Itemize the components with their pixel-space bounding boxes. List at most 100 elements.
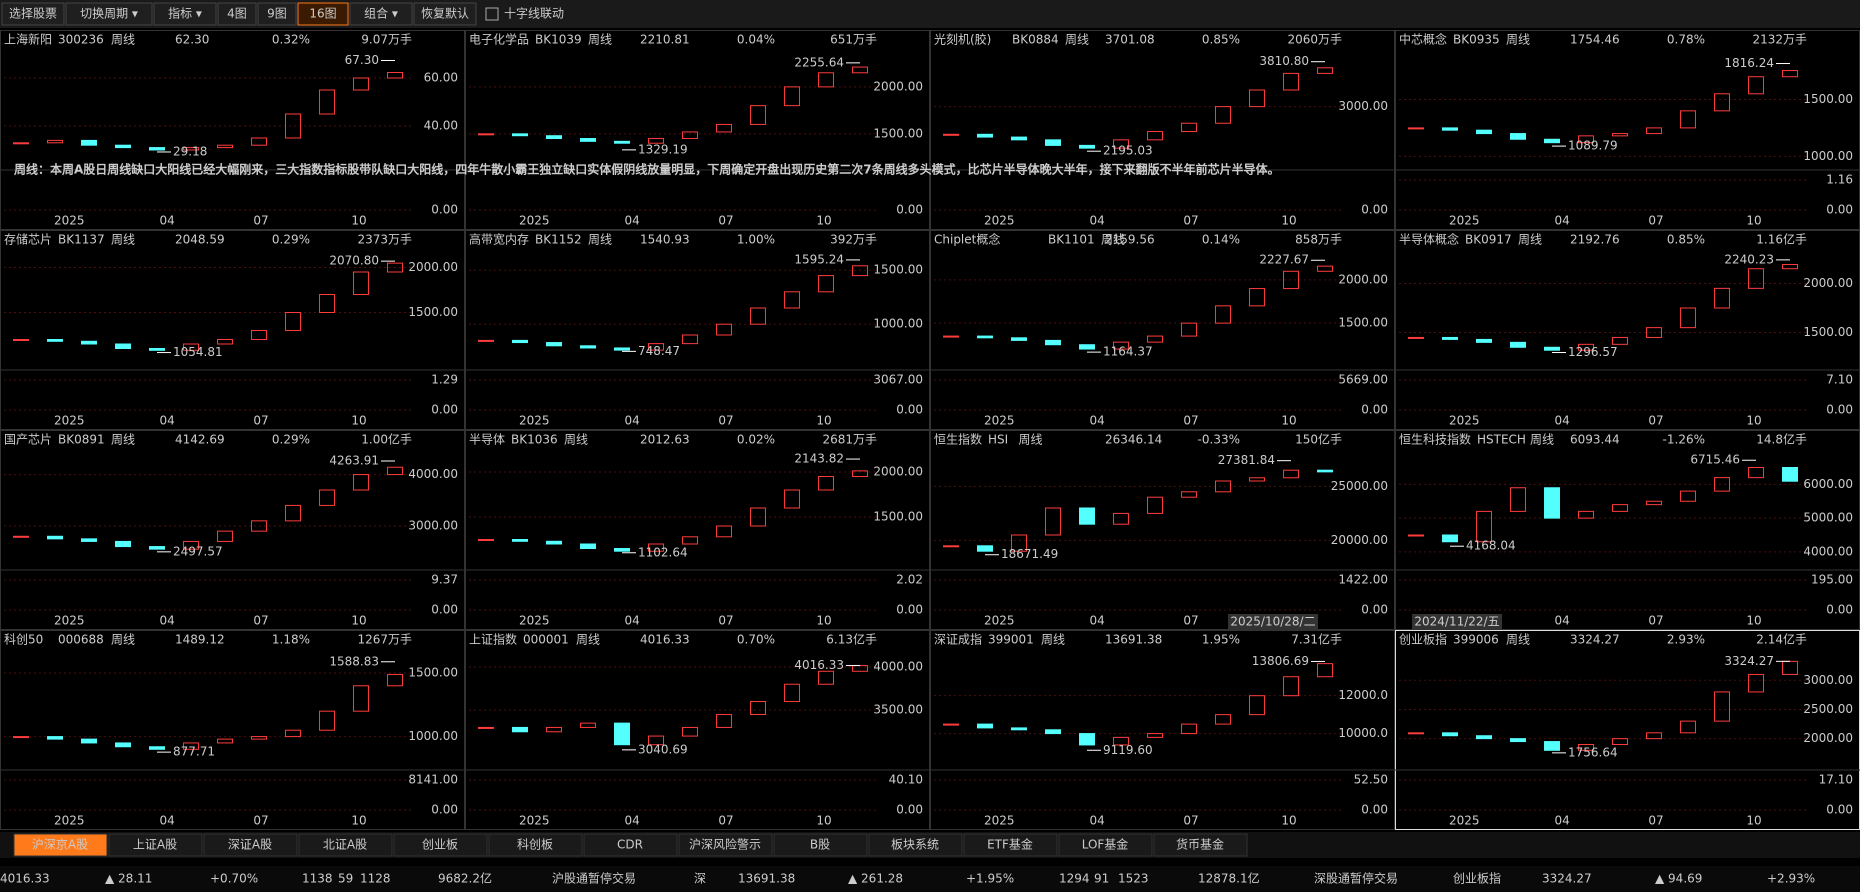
tab[interactable] — [393, 833, 488, 857]
panel-frame[interactable] — [930, 630, 1395, 830]
candle — [580, 138, 596, 142]
panel-frame[interactable] — [930, 430, 1395, 630]
tab-label[interactable]: 上证A股 — [133, 838, 177, 852]
panel-price: 1754.46 — [1570, 33, 1620, 47]
candle — [13, 535, 29, 538]
toolbar-button-label[interactable]: 切换周期 ▾ — [80, 7, 138, 21]
tab[interactable] — [298, 833, 393, 857]
panel-period: 周线 — [1518, 233, 1542, 247]
candle — [580, 345, 596, 349]
tab[interactable] — [963, 833, 1058, 857]
tab[interactable] — [583, 833, 678, 857]
tab-label[interactable]: CDR — [617, 838, 643, 852]
panel-frame[interactable] — [0, 430, 465, 630]
x-tick-label: 04 — [625, 214, 640, 228]
candle — [716, 525, 732, 538]
panel-frame[interactable] — [0, 630, 465, 830]
tab-label[interactable]: 沪深京A股 — [32, 838, 88, 852]
x-tick-label: 10 — [351, 414, 366, 428]
y-tick-label: 2000.00 — [873, 79, 923, 93]
candle — [149, 147, 165, 151]
candle — [682, 131, 698, 140]
volume-tick-label: 0.00 — [431, 803, 458, 817]
tab[interactable] — [1153, 833, 1248, 857]
toolbar-button[interactable] — [297, 2, 349, 26]
tab[interactable] — [203, 833, 298, 857]
toolbar-button-label[interactable]: 16图 — [309, 7, 336, 21]
tab-label[interactable]: 货币基金 — [1176, 837, 1224, 852]
panel-name: 半导体 — [469, 433, 505, 447]
tab-label[interactable]: B股 — [810, 838, 830, 852]
low-label: 2195.03 — [1103, 144, 1153, 158]
panel-code: 399006 — [1453, 633, 1499, 647]
candle — [319, 489, 335, 506]
toolbar-button[interactable] — [153, 2, 217, 26]
x-tick-label: 07 — [1648, 214, 1663, 228]
candle — [512, 339, 528, 344]
tab-label[interactable]: 沪深风险警示 — [689, 837, 761, 852]
panel-volume: 1.16亿手 — [1756, 232, 1807, 247]
panel-frame[interactable] — [0, 230, 465, 430]
tab-label[interactable]: 北证A股 — [323, 838, 367, 852]
x-tick-label: 10 — [351, 614, 366, 628]
toolbar-button[interactable] — [217, 2, 257, 26]
panel-period: 周线 — [111, 633, 135, 647]
toolbar-button-label[interactable]: 组合 ▾ — [364, 6, 398, 21]
panel-code: BK1101 — [1048, 233, 1095, 247]
panel-frame[interactable] — [465, 630, 930, 830]
toolbar-button[interactable] — [413, 2, 477, 26]
checkbox-label[interactable]: 十字线联动 — [504, 6, 564, 21]
toolbar-button[interactable] — [349, 2, 413, 26]
panel-frame[interactable] — [930, 30, 1395, 230]
toolbar-button-label[interactable]: 指标 ▾ — [168, 6, 202, 21]
panel-frame[interactable] — [930, 230, 1395, 430]
toolbar-button[interactable] — [1, 2, 65, 26]
tab[interactable] — [868, 833, 963, 857]
tab[interactable] — [13, 833, 108, 857]
tab-label[interactable]: 深证A股 — [228, 838, 272, 852]
tab-label[interactable]: 科创板 — [517, 838, 553, 852]
checkbox[interactable] — [485, 7, 499, 21]
candle — [115, 343, 131, 349]
tab-label[interactable]: 创业板 — [422, 838, 458, 852]
panel-price: 62.30 — [175, 33, 209, 47]
tab-label[interactable]: 板块系统 — [891, 838, 939, 852]
x-tick-label: 10 — [1746, 214, 1761, 228]
candle — [1011, 727, 1027, 731]
tab[interactable] — [773, 833, 868, 857]
panel-code: BK1036 — [511, 433, 558, 447]
tab[interactable] — [488, 833, 583, 857]
tab[interactable] — [108, 833, 203, 857]
y-tick-label: 5000.00 — [1803, 511, 1853, 525]
candle — [1748, 673, 1764, 693]
y-tick-label: 20000.00 — [1331, 533, 1388, 547]
date-label-box — [1412, 614, 1502, 630]
candle — [1510, 738, 1526, 743]
panel-period: 周线 — [588, 233, 612, 247]
tab[interactable] — [1058, 833, 1153, 857]
candle — [1215, 480, 1231, 493]
date-label-box — [1228, 614, 1318, 630]
toolbar-button-label[interactable]: 9图 — [267, 7, 287, 21]
candle — [750, 307, 766, 325]
x-tick-label: 10 — [1281, 214, 1296, 228]
x-tick-label: 04 — [160, 214, 175, 228]
toolbar-button-label[interactable]: 4图 — [227, 7, 247, 21]
candle — [149, 348, 165, 351]
panel-pct: 2.93% — [1667, 633, 1705, 647]
panel-frame[interactable] — [465, 430, 930, 630]
toolbar-button[interactable] — [65, 2, 153, 26]
tab-label[interactable]: ETF基金 — [987, 837, 1033, 852]
panel-frame[interactable] — [465, 30, 930, 230]
tab[interactable] — [678, 833, 773, 857]
panel-frame[interactable] — [465, 230, 930, 430]
toolbar-button-label[interactable]: 选择股票 — [9, 7, 57, 21]
volume-tick-label: 0.00 — [1361, 203, 1388, 217]
candle — [546, 540, 562, 545]
toolbar-button[interactable] — [257, 2, 297, 26]
toolbar-button-label[interactable]: 恢复默认 — [421, 6, 469, 21]
panel-volume: 1267万手 — [357, 633, 412, 647]
candle — [115, 144, 131, 149]
panel-frame[interactable] — [0, 30, 465, 230]
tab-label[interactable]: LOF基金 — [1082, 837, 1129, 852]
